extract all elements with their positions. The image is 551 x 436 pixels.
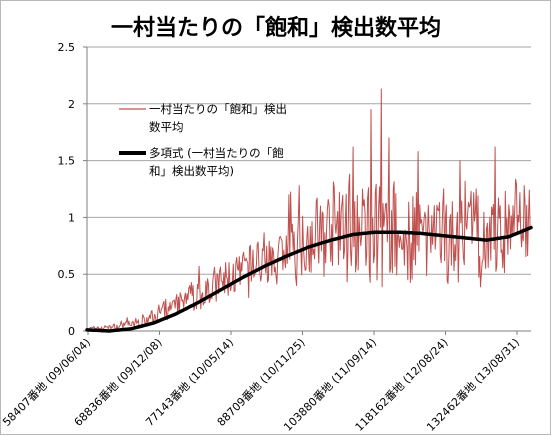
- y-tick-label: 0.5: [58, 268, 76, 281]
- y-tick-label: 2: [68, 98, 75, 111]
- grid-lines: [87, 46, 531, 332]
- series-line-trend: [85, 225, 533, 333]
- y-tick-label: 1.5: [58, 155, 76, 168]
- legend: 一村当たりの「飽和」検出 数平均 多項式 (一村当たりの「飽 和」検出数平均): [119, 102, 287, 178]
- legend-label-observed-line1: 一村当たりの「飽和」検出: [149, 102, 287, 116]
- x-tick-labels: 58407番地 (09/06/04)68836番地 (09/12/08)7714…: [1, 331, 522, 434]
- series-group: [85, 88, 533, 333]
- legend-label-observed-line2: 数平均: [149, 120, 184, 134]
- y-tick-labels: 0 0.5 1 1.5 2 2.5: [58, 41, 87, 338]
- y-tick-label: 0: [68, 325, 75, 338]
- axes: [86, 47, 531, 332]
- legend-label-trend-line1: 多項式 (一村当たりの「飽: [149, 146, 284, 160]
- legend-label-trend-line2: 和」検出数平均): [149, 164, 234, 178]
- y-tick-label: 1: [68, 211, 75, 224]
- chart-title: 一村当たりの「飽和」検出数平均: [111, 15, 441, 41]
- series-line-observed: [86, 88, 532, 332]
- y-tick-label: 2.5: [58, 41, 76, 54]
